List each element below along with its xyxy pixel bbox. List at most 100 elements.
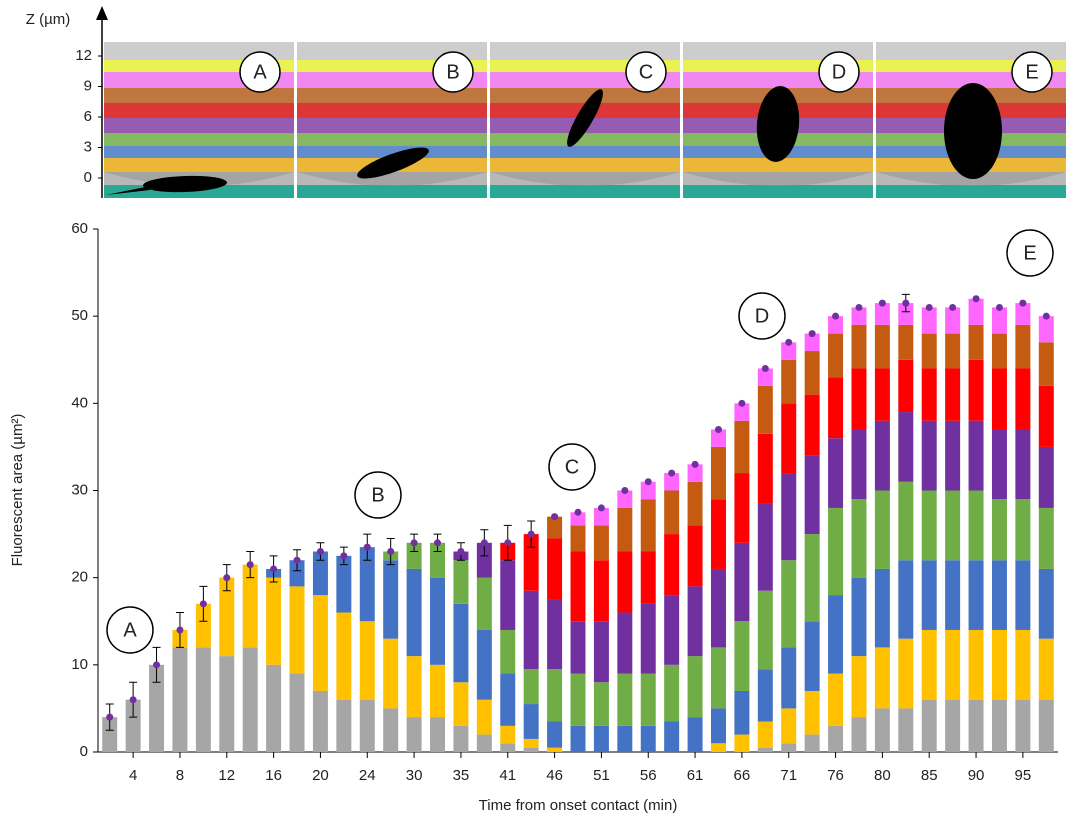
panel-label: A (253, 61, 267, 83)
bar-segment (593, 725, 609, 752)
x-tick-label: 24 (359, 767, 376, 784)
bar-segment (968, 629, 984, 700)
bar-segment (289, 673, 305, 752)
cell-base (876, 172, 1066, 186)
bar-segment (710, 568, 726, 648)
total-dot (504, 539, 512, 547)
x-axis-label: Time from onset contact (min) (479, 797, 678, 814)
bar-segment (617, 507, 633, 552)
total-dot (223, 574, 231, 582)
cell (567, 89, 603, 147)
bar-segment (1015, 629, 1031, 700)
bar-segment (289, 586, 305, 674)
bar-segment (547, 599, 563, 670)
bar-segment (476, 577, 492, 630)
bar-segment (710, 499, 726, 569)
bar-segment (453, 560, 469, 604)
bar-segment (687, 586, 703, 657)
layer-stripe (490, 133, 680, 146)
x-tick-label: 90 (968, 767, 985, 784)
x-tick-label: 16 (265, 767, 282, 784)
bar-segment (828, 333, 844, 378)
x-tick-label: 85 (921, 767, 938, 784)
bar-segment (195, 647, 211, 752)
cell (143, 175, 227, 193)
bar-segment (898, 481, 914, 561)
annotation: D (755, 305, 769, 327)
bar-segment (476, 542, 492, 578)
bar-segment (359, 547, 375, 622)
total-dot (949, 303, 957, 311)
annotation-badge (354, 471, 402, 519)
bar-segment (828, 595, 844, 674)
bar-segment (664, 721, 680, 752)
bar-segment (757, 669, 773, 722)
layer-stripe (297, 185, 487, 198)
bar-segment (336, 555, 352, 613)
annotation: A (123, 619, 137, 641)
bar-segment (1015, 429, 1031, 500)
bar-segment (430, 664, 446, 718)
bar-segment (617, 673, 633, 726)
bar-segment (945, 560, 961, 630)
annotation-badge (1006, 229, 1054, 277)
bar-segment (781, 647, 797, 709)
layer-stripe (490, 158, 680, 172)
layer-stripe (297, 103, 487, 118)
x-tick-label: 66 (734, 767, 751, 784)
bar-segment (898, 638, 914, 709)
total-dot (574, 508, 582, 516)
bar-segment (242, 647, 258, 752)
total-dot (480, 539, 488, 547)
bar-segment (1015, 368, 1031, 430)
bar-segment (781, 403, 797, 474)
bar-segment (523, 747, 539, 752)
bar-segment (945, 333, 961, 369)
bar-segment (781, 342, 797, 360)
total-dot (714, 425, 722, 433)
bar-segment (219, 577, 235, 657)
bar-segment (1038, 568, 1054, 639)
bar-segment (781, 473, 797, 561)
cell-base (490, 172, 680, 186)
bar-segment (898, 412, 914, 482)
bar-segment (617, 612, 633, 674)
z-tick-label: 6 (84, 108, 92, 125)
bar-segment (476, 629, 492, 700)
bar-segment (874, 568, 890, 648)
total-dot (855, 303, 863, 311)
total-dot (808, 330, 816, 338)
bar-segment (968, 359, 984, 421)
layer-stripe (104, 88, 294, 103)
bar-segment (640, 673, 656, 726)
bar-segment (991, 333, 1007, 369)
layer-stripe (876, 185, 1066, 198)
bar-segment (664, 595, 680, 665)
bar-segment (593, 621, 609, 683)
bar-segment (570, 673, 586, 726)
total-dot (457, 548, 465, 556)
total-dot (902, 299, 910, 307)
bar-segment (898, 359, 914, 413)
bar-segment (781, 743, 797, 752)
layer-stripe (683, 158, 873, 172)
bar-segment (125, 699, 141, 752)
bar-segment (921, 560, 937, 630)
bar-segment (687, 717, 703, 752)
bar-segment (757, 590, 773, 670)
panel-label: C (639, 61, 653, 83)
bar-segment (453, 603, 469, 683)
total-dot (270, 565, 278, 573)
bar-segment (570, 551, 586, 622)
bar-segment (991, 629, 1007, 700)
x-tick-label: 8 (176, 767, 184, 784)
total-dot (199, 600, 207, 608)
bar-segment (804, 734, 820, 752)
total-dot (176, 626, 184, 634)
bar-segment (710, 743, 726, 752)
panel-badge (432, 51, 474, 93)
bar-segment (757, 747, 773, 752)
bar-segment (757, 368, 773, 386)
z-tick-label: 12 (75, 47, 92, 64)
